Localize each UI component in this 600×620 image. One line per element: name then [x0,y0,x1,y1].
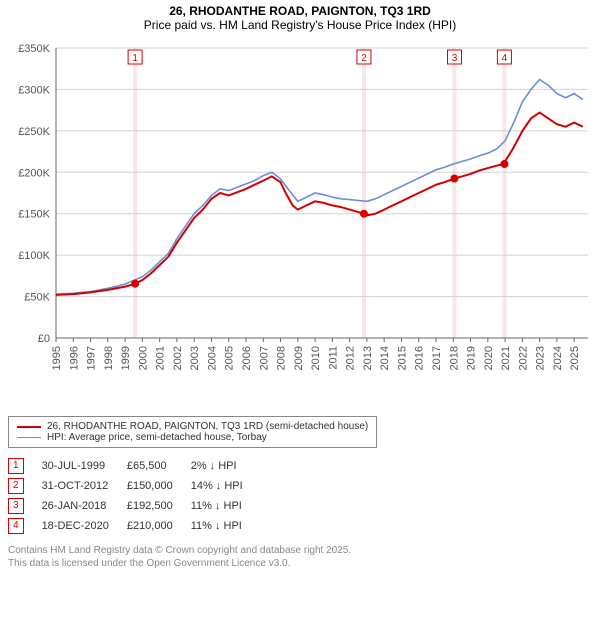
y-tick-label: £50K [24,292,50,304]
x-tick-label: 1998 [103,346,115,370]
sale-marker-box: 4 [8,518,24,534]
footer-line-1: Contains HM Land Registry data © Crown c… [8,544,592,557]
sale-delta: 14% ↓ HPI [191,476,261,496]
y-tick-label: £250K [18,126,50,138]
x-tick-label: 2001 [155,346,167,370]
footer-attribution: Contains HM Land Registry data © Crown c… [8,544,592,570]
x-tick-label: 2016 [414,346,426,370]
legend-row: 26, RHODANTHE ROAD, PAIGNTON, TQ3 1RD (s… [17,421,368,432]
sale-marker-box: 3 [8,498,24,514]
legend-swatch [17,437,41,438]
x-tick-label: 2013 [362,346,374,370]
chart-area: 1 2 3 4 £0 £50K £100K £150K £200K £250K £300K £350K… [8,38,592,408]
legend-swatch [17,426,41,428]
x-tick-label: 2008 [276,346,288,370]
y-tick-label: £0 [38,333,50,345]
x-tick-label: 2010 [310,346,322,370]
sale-price: £210,000 [127,516,191,536]
x-tick-label: 1996 [68,346,80,370]
x-tick-label: 1995 [51,346,63,370]
x-tick-label: 1999 [120,346,132,370]
chart-title: 26, RHODANTHE ROAD, PAIGNTON, TQ3 1RD [8,4,592,18]
sale-date: 18-DEC-2020 [42,516,127,536]
sale-marker-label: 4 [502,53,508,64]
x-tick-label: 2017 [431,346,443,370]
legend-label: HPI: Average price, semi-detached house,… [47,432,267,443]
sale-marker-dot [360,210,368,218]
x-tick-label: 2007 [258,346,270,370]
table-row: 2 31-OCT-2012£150,00014% ↓ HPI [8,476,261,496]
x-tick-label: 2022 [517,346,529,370]
sale-marker-box: 1 [8,458,24,474]
x-tick-label: 2014 [379,346,391,370]
sale-marker-dot [131,280,139,288]
x-tick-label: 2021 [500,346,512,370]
x-tick-label: 1997 [86,346,98,370]
sale-date: 30-JUL-1999 [42,456,127,476]
legend: 26, RHODANTHE ROAD, PAIGNTON, TQ3 1RD (s… [8,416,377,448]
sale-delta: 11% ↓ HPI [191,516,261,536]
table-row: 3 26-JAN-2018£192,50011% ↓ HPI [8,496,261,516]
sale-marker-label: 3 [452,53,458,64]
sale-marker-label: 1 [132,53,138,64]
chart-subtitle: Price paid vs. HM Land Registry's House … [8,18,592,32]
x-tick-label: 2011 [327,346,339,370]
x-tick-label: 2005 [224,346,236,370]
x-tick-label: 2024 [552,346,564,370]
legend-label: 26, RHODANTHE ROAD, PAIGNTON, TQ3 1RD (s… [47,421,368,432]
y-tick-label: £300K [18,84,50,96]
x-tick-label: 2020 [483,346,495,370]
line-chart-svg: 1 2 3 4 £0 £50K £100K £150K £200K £250K £300K £350K… [8,38,592,408]
sale-delta: 11% ↓ HPI [191,496,261,516]
sale-marker-dot [500,160,508,168]
x-tick-label: 2023 [535,346,547,370]
x-tick-label: 2000 [137,346,149,370]
sale-marker-label: 2 [361,53,367,64]
x-tick-label: 2025 [569,346,581,370]
sale-marker-box: 2 [8,478,24,494]
y-tick-label: £150K [18,209,50,221]
y-tick-label: £350K [18,43,50,55]
sale-date: 31-OCT-2012 [42,476,127,496]
x-tick-label: 2004 [206,346,218,370]
sale-date: 26-JAN-2018 [42,496,127,516]
sale-price: £150,000 [127,476,191,496]
x-tick-label: 2012 [345,346,357,370]
y-tick-label: £100K [18,250,50,262]
table-row: 4 18-DEC-2020£210,00011% ↓ HPI [8,516,261,536]
x-tick-label: 2002 [172,346,184,370]
sale-delta: 2% ↓ HPI [191,456,261,476]
footer-line-2: This data is licensed under the Open Gov… [8,557,592,570]
sale-marker-dot [450,175,458,183]
y-tick-label: £200K [18,167,50,179]
sales-table: 1 30-JUL-1999£65,5002% ↓ HPI 2 31-OCT-2012£… [8,456,261,536]
sale-price: £192,500 [127,496,191,516]
x-tick-label: 2019 [466,346,478,370]
x-tick-label: 2003 [189,346,201,370]
x-tick-label: 2015 [396,346,408,370]
legend-row: HPI: Average price, semi-detached house,… [17,432,368,443]
x-tick-label: 2009 [293,346,305,370]
x-tick-label: 2006 [241,346,253,370]
sale-price: £65,500 [127,456,191,476]
x-tick-label: 2018 [448,346,460,370]
table-row: 1 30-JUL-1999£65,5002% ↓ HPI [8,456,261,476]
